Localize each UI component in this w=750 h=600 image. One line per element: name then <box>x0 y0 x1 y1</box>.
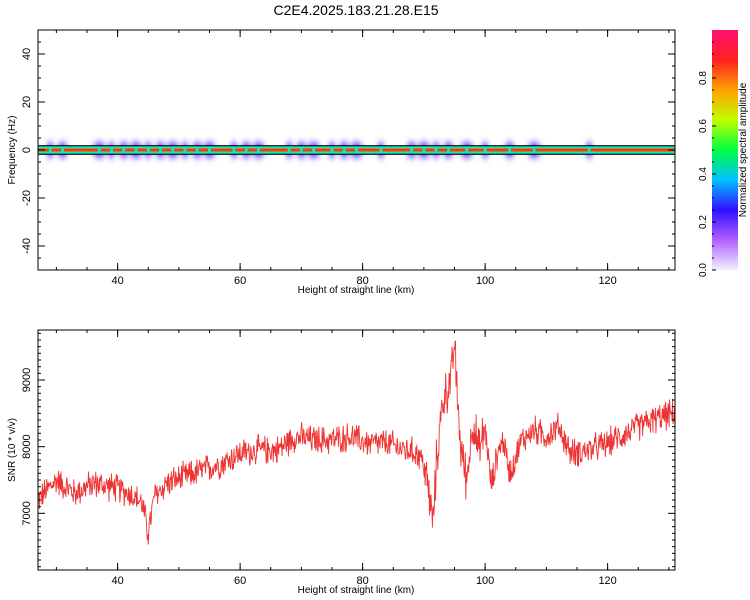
spectrogram-y-label: Frequency (Hz) <box>7 116 18 185</box>
snr-ticks: 40 60 80 100 120 9000 8000 7000 <box>21 330 675 587</box>
band-spot <box>434 148 438 152</box>
spectrogram-content <box>38 138 675 162</box>
x-tick-label: 120 <box>598 275 616 287</box>
y-tick-label: 9000 <box>21 368 33 392</box>
x-tick-label: 100 <box>476 275 494 287</box>
x-tick-label: 60 <box>234 575 246 587</box>
band-spot <box>122 148 126 152</box>
band-spot <box>483 148 487 152</box>
colorbar-tick-label: 0.6 <box>698 119 709 133</box>
band-spot <box>146 148 150 152</box>
snr-content <box>38 339 675 545</box>
x-tick-label: 40 <box>112 575 124 587</box>
band-spot <box>342 148 346 152</box>
band-spot <box>208 148 211 152</box>
band-spot <box>446 148 450 152</box>
band-spot <box>232 148 236 152</box>
band-spot <box>330 148 334 152</box>
band-spot <box>410 148 414 152</box>
colorbar-ticks: 0.0 0.2 0.4 0.6 0.8 <box>698 41 716 277</box>
x-tick-label: 40 <box>112 275 124 287</box>
spectrogram-x-label: Height of straight line (km) <box>298 285 415 296</box>
band-spot <box>287 148 291 152</box>
figure-title: C2E4.2025.183.21.28.E15 <box>273 2 438 18</box>
y-tick-label: -40 <box>21 238 33 254</box>
band-spot <box>48 148 52 152</box>
colorbar-tick-label: 0.8 <box>698 71 709 85</box>
y-tick-label: 7000 <box>21 501 33 525</box>
spectrogram-ticks: 40 60 80 100 120 40 20 0 -20 -40 <box>21 30 675 287</box>
band-spot <box>257 148 260 152</box>
band-spot <box>379 148 383 152</box>
band-spot <box>195 148 199 152</box>
snr-frame <box>37 329 676 571</box>
band-spot <box>97 148 101 152</box>
band-spot <box>355 148 358 152</box>
snr-x-label: Height of straight line (km) <box>298 585 415 596</box>
x-tick-label: 120 <box>598 575 616 587</box>
colorbar-gradient <box>712 30 738 270</box>
colorbar-label: Normalized spectral amplitude <box>738 82 749 217</box>
x-tick-label: 100 <box>476 575 494 587</box>
y-tick-label: -20 <box>21 190 33 206</box>
x-tick-label: 80 <box>357 575 369 587</box>
band-spot <box>312 148 316 152</box>
x-tick-label: 60 <box>234 275 246 287</box>
y-tick-label: 40 <box>21 48 33 60</box>
colorbar-tick-label: 0.0 <box>698 263 709 277</box>
band-spot <box>422 148 426 152</box>
band-spot <box>134 148 138 152</box>
snr-series-line <box>38 339 675 545</box>
band-spot <box>171 148 175 152</box>
band-spot <box>110 148 113 152</box>
band-spot <box>299 148 303 152</box>
band-spot <box>508 148 512 152</box>
y-tick-label: 0 <box>21 147 33 153</box>
band-spot <box>159 148 162 152</box>
band-spot <box>61 148 64 152</box>
colorbar: 0.0 0.2 0.4 0.6 0.8 Normalized spectral ampl… <box>698 30 749 277</box>
band-spot <box>465 148 469 152</box>
x-tick-label: 80 <box>357 275 369 287</box>
y-tick-label: 20 <box>21 96 33 108</box>
spectrogram-panel: 40 60 80 100 120 40 20 0 -20 -40 Height of straig… <box>7 29 676 296</box>
snr-panel: 40 60 80 100 120 9000 8000 7000 Height of strai… <box>7 329 676 596</box>
spectrogram-band <box>38 145 675 155</box>
band-spot <box>587 148 591 152</box>
snr-y-label: SNR (10 * v/v) <box>7 418 18 482</box>
band-spot <box>532 148 536 152</box>
band-spot <box>183 148 187 152</box>
band-spot <box>244 148 248 152</box>
colorbar-tick-label: 0.2 <box>698 215 709 229</box>
colorbar-tick-label: 0.4 <box>698 167 709 181</box>
y-tick-label: 8000 <box>21 434 33 458</box>
